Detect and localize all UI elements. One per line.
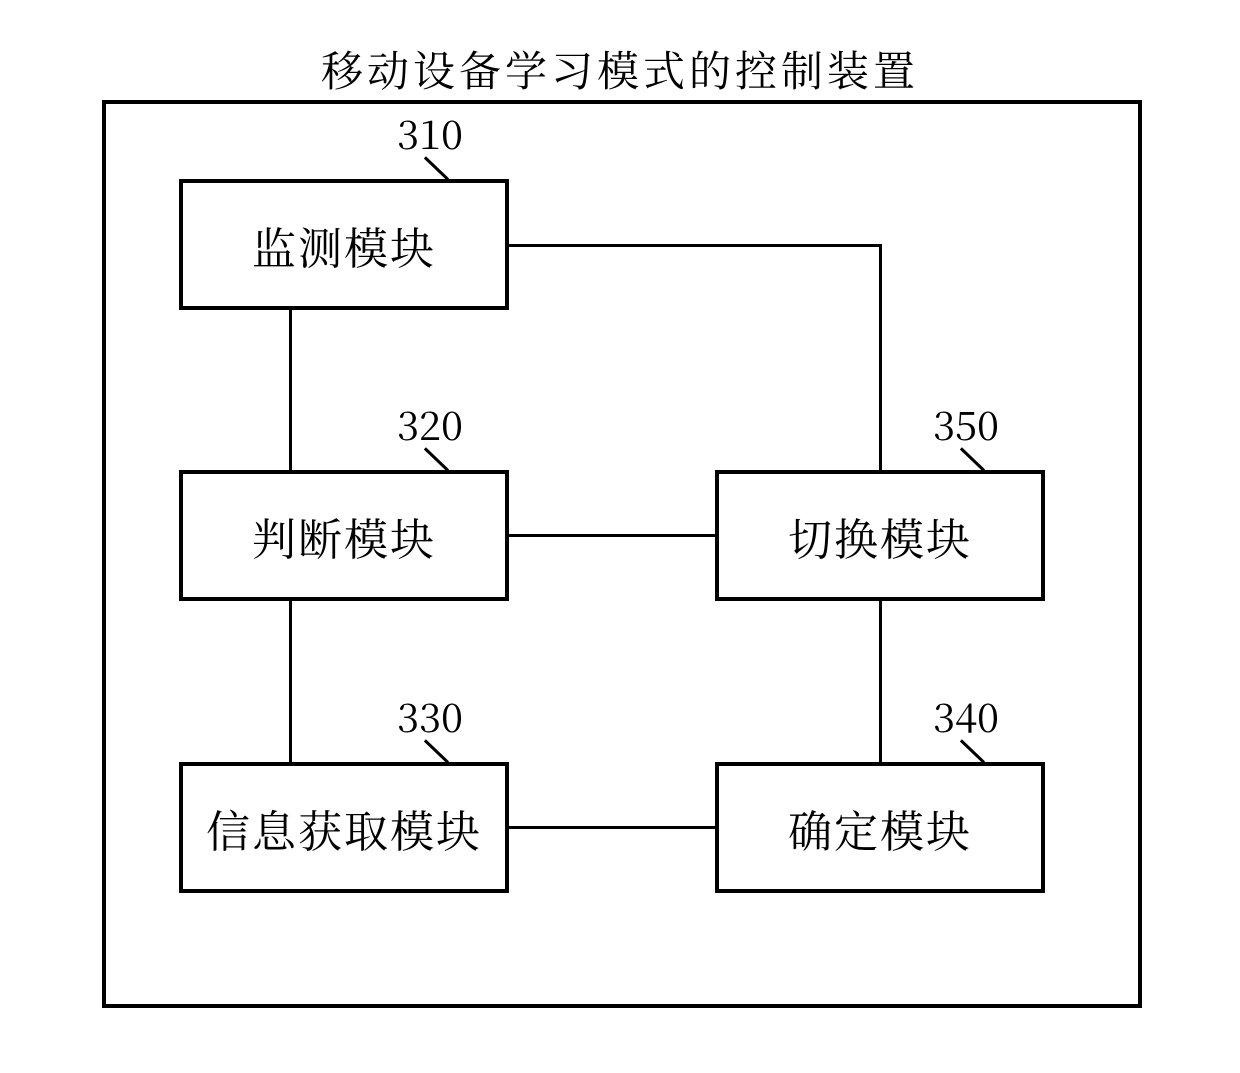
ref-number-switch: 350: [916, 395, 1016, 452]
node-info-label: 信息获取模块: [206, 796, 482, 860]
ref-number-judge: 320: [380, 395, 480, 452]
edge-segment: [879, 245, 882, 472]
node-confirm: 确定模块: [715, 762, 1045, 893]
ref-number-monitor: 310: [380, 104, 480, 161]
edge-segment: [879, 601, 882, 764]
edge-segment: [509, 244, 882, 247]
node-confirm-label: 确定模块: [788, 796, 972, 860]
edge-segment: [509, 826, 717, 829]
ref-number-info: 330: [380, 687, 480, 744]
node-monitor-label: 监测模块: [252, 213, 436, 277]
node-judge: 判断模块: [179, 470, 509, 601]
node-info: 信息获取模块: [179, 762, 509, 893]
node-judge-label: 判断模块: [252, 504, 436, 568]
edge-segment: [509, 534, 717, 537]
node-switch-label: 切换模块: [788, 504, 972, 568]
node-monitor: 监测模块: [179, 179, 509, 310]
edge-segment: [289, 310, 292, 472]
node-switch: 切换模块: [715, 470, 1045, 601]
ref-number-confirm: 340: [916, 687, 1016, 744]
diagram-title: 移动设备学习模式的控制装置: [0, 39, 1240, 99]
edge-segment: [289, 601, 292, 764]
